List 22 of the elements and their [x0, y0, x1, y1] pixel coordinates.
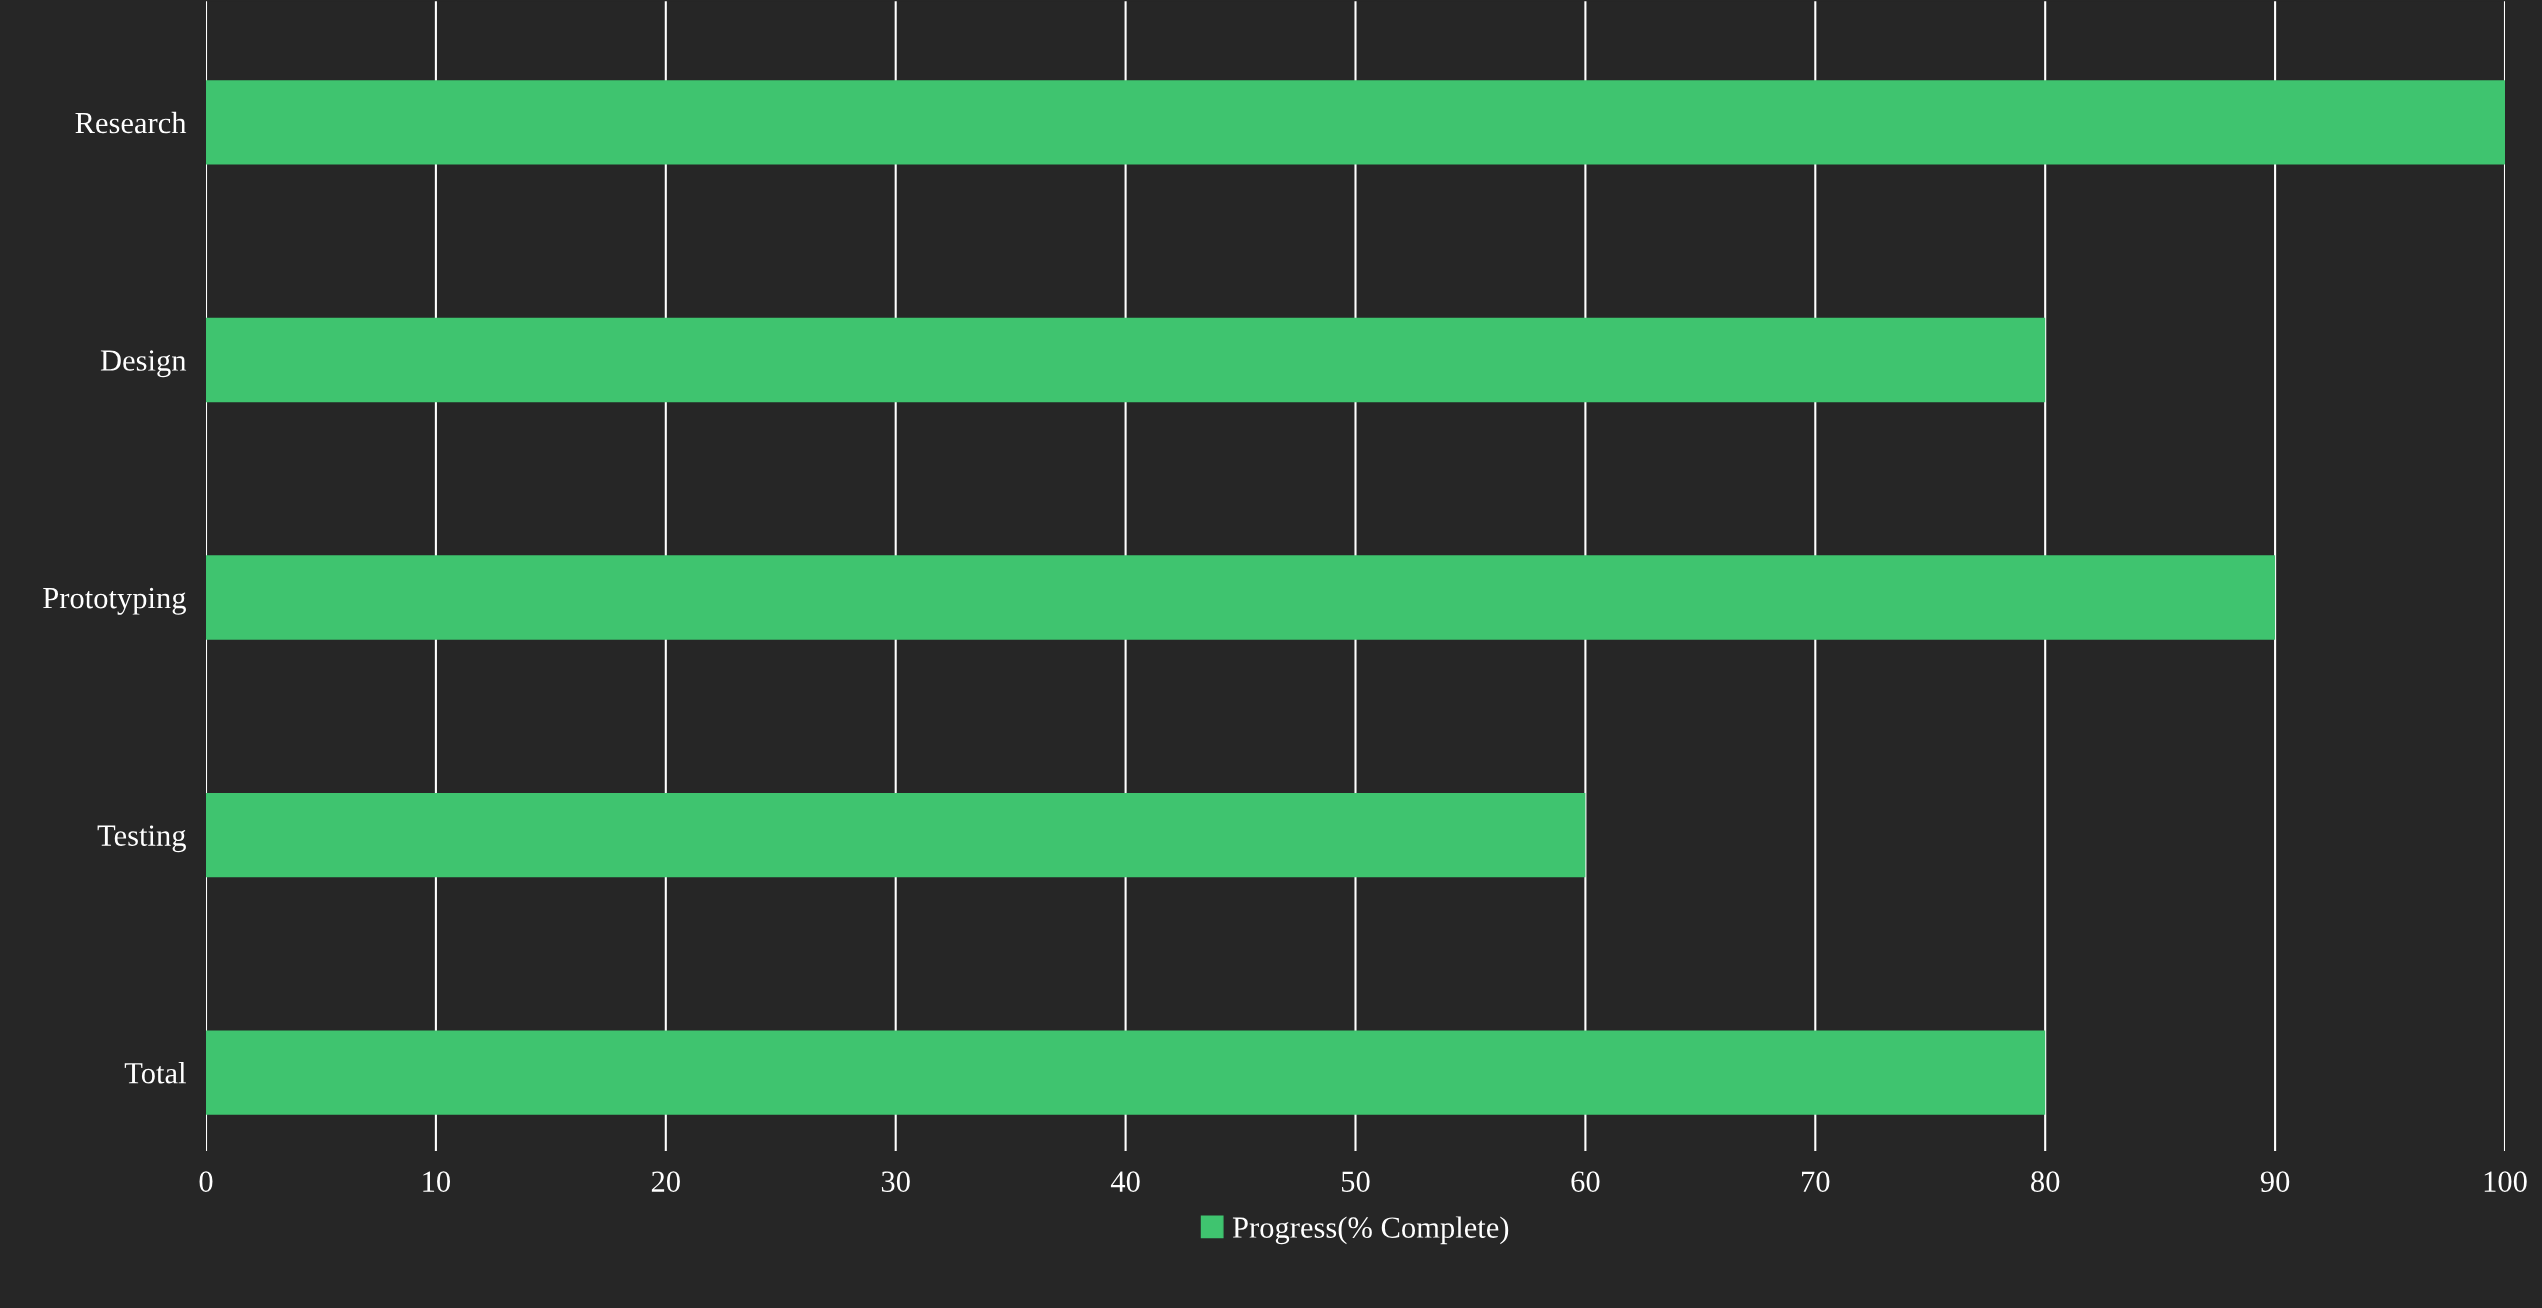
y-tick-label: Prototyping [43, 587, 186, 615]
legend-label: Progress(% Complete) [1232, 1216, 1509, 1245]
bar [206, 1030, 2046, 1115]
bar [206, 80, 2505, 165]
bar [206, 317, 2046, 403]
x-tick-label: 0 [199, 1171, 213, 1192]
x-tick-label: 50 [1342, 1171, 1370, 1192]
y-tick-label: Testing [97, 825, 186, 853]
bar [206, 555, 2276, 640]
x-tick-label: 80 [2031, 1171, 2060, 1192]
x-tick-label: 40 [1110, 1171, 1140, 1192]
x-tick-label: 30 [881, 1171, 910, 1192]
y-tick-label: Design [100, 350, 187, 378]
bar [206, 792, 1586, 878]
x-tick-label: 100 [2484, 1171, 2527, 1192]
x-tick-label: 10 [423, 1171, 451, 1192]
x-tick-label: 60 [1571, 1171, 1600, 1192]
x-tick-label: 70 [1802, 1171, 1830, 1192]
y-tick-label: Research [75, 111, 187, 134]
x-tick-label: 20 [651, 1171, 680, 1192]
y-tick-label: Total [124, 1062, 186, 1084]
x-tick-label: 90 [2260, 1171, 2290, 1192]
